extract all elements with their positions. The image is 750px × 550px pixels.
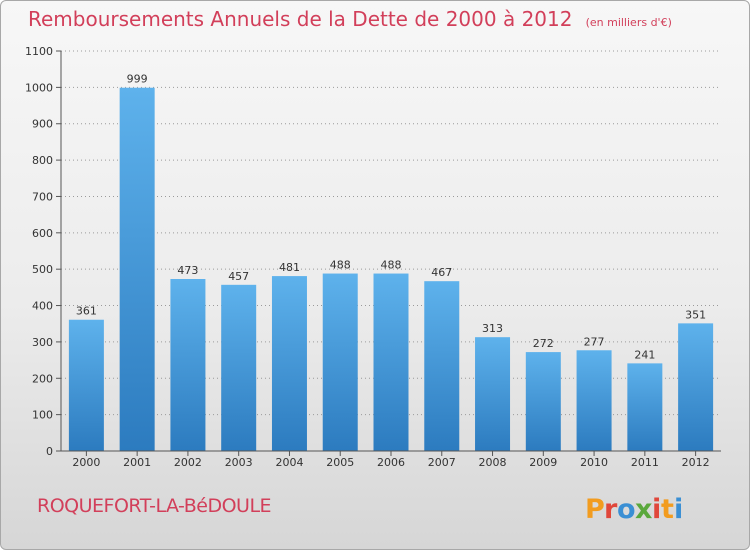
y-tick-label: 900 xyxy=(32,118,53,131)
data-label: 467 xyxy=(431,266,452,279)
axes: 0 100 200 300 400 500 600 700 800 900 1000 1100 xyxy=(25,45,721,458)
x-tick-label: 2007 xyxy=(428,456,456,469)
proxiti-logo: P r o x i t i xyxy=(585,494,683,525)
bar-2006 xyxy=(373,273,409,451)
y-tick-label: 300 xyxy=(32,336,53,349)
y-tick-label: 1000 xyxy=(25,81,53,94)
data-label: 272 xyxy=(533,337,554,350)
x-tick-label: 2008 xyxy=(479,456,507,469)
y-tick-label: 0 xyxy=(46,445,53,458)
x-tick-label: 2001 xyxy=(123,456,151,469)
y-tick-label: 800 xyxy=(32,154,53,167)
bar-2001 xyxy=(119,87,155,452)
bar-2011 xyxy=(627,363,663,451)
data-label: 351 xyxy=(685,308,706,321)
data-label: 361 xyxy=(76,305,97,318)
y-tick-label: 200 xyxy=(32,372,53,385)
data-label: 241 xyxy=(634,348,655,361)
y-tick-label: 100 xyxy=(32,409,53,422)
bar-2009 xyxy=(525,352,561,451)
bar-2000 xyxy=(68,319,104,451)
data-label: 481 xyxy=(279,261,300,274)
x-tick-label: 2006 xyxy=(377,456,405,469)
bar-2007 xyxy=(424,281,460,451)
svg-text:r: r xyxy=(604,494,618,525)
chart-unit: (en milliers d'€) xyxy=(585,16,672,29)
bar-2004 xyxy=(271,276,307,451)
labels: 2000 361 2001 999 2002 473 2003 457 2004 481 2005 4… xyxy=(72,73,709,469)
svg-text:x: x xyxy=(635,494,652,525)
svg-text:i: i xyxy=(652,494,661,525)
data-label: 488 xyxy=(330,259,351,272)
bars xyxy=(68,87,714,452)
svg-text:t: t xyxy=(661,494,674,525)
x-tick-label: 2002 xyxy=(174,456,202,469)
x-tick-label: 2003 xyxy=(225,456,253,469)
y-tick-label: 1100 xyxy=(25,45,53,58)
x-tick-label: 2009 xyxy=(529,456,557,469)
data-label: 313 xyxy=(482,322,503,335)
svg-text:o: o xyxy=(617,494,636,525)
bar-2005 xyxy=(322,273,358,451)
x-tick-label: 2011 xyxy=(631,456,659,469)
data-label: 457 xyxy=(228,270,249,283)
y-tick-label: 400 xyxy=(32,300,53,313)
x-tick-label: 2010 xyxy=(580,456,608,469)
commune-name: ROQUEFORT-LA-BéDOULE xyxy=(37,495,272,517)
svg-text:i: i xyxy=(674,494,683,525)
chart-title: Remboursements Annuels de la Dette de 20… xyxy=(28,7,573,31)
x-tick-label: 2005 xyxy=(326,456,354,469)
data-label: 277 xyxy=(584,335,605,348)
bar-2002 xyxy=(170,279,206,451)
data-label: 488 xyxy=(381,259,402,272)
y-tick-label: 500 xyxy=(32,263,53,276)
data-label: 999 xyxy=(127,73,148,86)
svg-text:P: P xyxy=(585,494,605,525)
x-tick-label: 2004 xyxy=(275,456,303,469)
bar-2008 xyxy=(475,337,511,451)
bar-2012 xyxy=(678,323,714,451)
x-tick-label: 2000 xyxy=(72,456,100,469)
x-tick-label: 2012 xyxy=(682,456,710,469)
data-label: 473 xyxy=(177,264,198,277)
title-row: Remboursements Annuels de la Dette de 20… xyxy=(28,7,672,31)
bar-2010 xyxy=(576,350,612,451)
y-tick-label: 700 xyxy=(32,190,53,203)
bar-2003 xyxy=(221,284,257,451)
y-tick-label: 600 xyxy=(32,227,53,240)
